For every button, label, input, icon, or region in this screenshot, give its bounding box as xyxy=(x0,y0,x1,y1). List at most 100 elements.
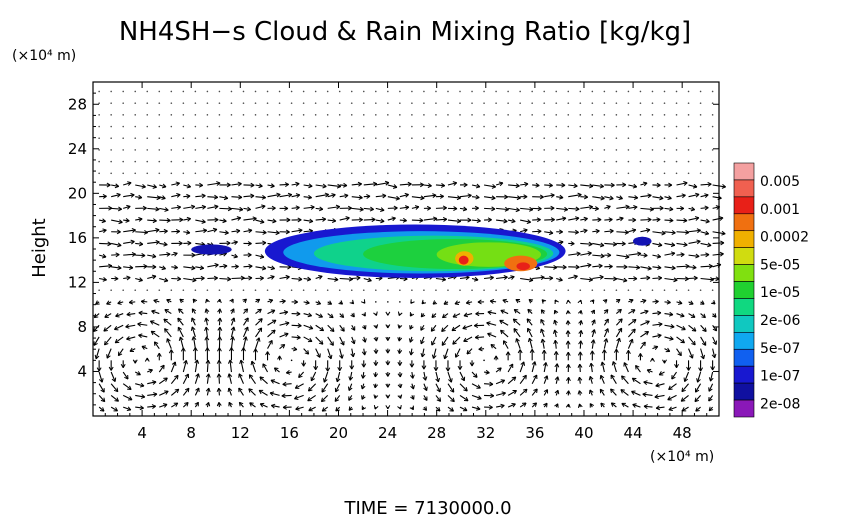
wind-vector xyxy=(361,299,365,303)
wind-vector xyxy=(231,254,237,258)
wind-vector xyxy=(229,348,233,361)
wind-vector xyxy=(567,149,569,151)
wind-vector xyxy=(386,405,390,409)
wind-vector xyxy=(556,265,566,269)
wind-vector xyxy=(696,384,701,392)
wind-vector xyxy=(256,338,260,349)
wind-vector xyxy=(316,184,327,188)
wind-vector xyxy=(543,161,545,163)
wind-vector xyxy=(158,289,160,291)
wind-vector xyxy=(159,266,165,270)
wind-vector xyxy=(147,369,152,373)
wind-vector xyxy=(243,207,250,211)
wind-vector xyxy=(580,229,587,233)
wind-vector xyxy=(219,277,230,281)
wind-vector xyxy=(459,172,461,174)
wind-vector xyxy=(701,206,709,210)
wind-vector xyxy=(447,114,449,116)
wind-vector xyxy=(351,172,353,174)
wind-vector xyxy=(472,184,480,188)
wind-vector xyxy=(458,360,462,369)
wind-vector xyxy=(99,384,104,392)
wind-vector xyxy=(410,360,414,367)
wind-vector xyxy=(231,91,233,93)
wind-vector xyxy=(628,126,630,128)
wind-vector xyxy=(159,218,170,222)
wind-vector xyxy=(652,196,663,200)
wind-vector xyxy=(640,194,651,198)
wind-vector xyxy=(507,102,509,104)
wind-vector xyxy=(640,310,648,314)
wind-vector xyxy=(195,266,203,270)
wind-vector xyxy=(134,91,136,93)
wind-vector xyxy=(243,126,245,128)
wind-vector xyxy=(130,348,135,352)
wind-vector xyxy=(616,114,618,116)
wind-vector xyxy=(447,161,449,163)
wind-vector xyxy=(652,183,660,187)
wind-vector xyxy=(159,404,167,408)
wind-vector xyxy=(195,194,205,198)
wind-vector xyxy=(436,217,447,221)
wind-vector xyxy=(316,349,321,358)
wind-vector xyxy=(243,253,251,257)
wind-vector xyxy=(579,320,583,325)
colorbar-swatch xyxy=(734,180,754,197)
wind-vector xyxy=(146,126,148,128)
wind-vector xyxy=(256,195,266,199)
wind-vector xyxy=(134,161,136,163)
wind-vector xyxy=(171,91,173,93)
y-tick-label: 12 xyxy=(68,273,87,291)
wind-vector xyxy=(327,102,329,104)
wind-vector xyxy=(555,137,557,139)
wind-vector xyxy=(677,277,689,281)
wind-vector xyxy=(616,319,622,325)
wind-vector xyxy=(600,389,604,395)
wind-vector xyxy=(99,395,105,401)
wind-vector xyxy=(99,206,112,210)
colorbar-label: 0.001 xyxy=(760,202,800,218)
wind-vector xyxy=(274,368,279,372)
wind-vector xyxy=(664,102,666,104)
wind-vector xyxy=(183,266,195,270)
wind-vector xyxy=(195,114,197,116)
wind-vector xyxy=(532,276,544,280)
wind-vector xyxy=(255,91,257,93)
wind-vector xyxy=(339,137,341,139)
wind-vector xyxy=(616,149,618,151)
wind-vector xyxy=(677,264,690,268)
wind-vector xyxy=(398,349,402,354)
wind-vector xyxy=(591,310,594,314)
wind-vector xyxy=(566,321,570,326)
wind-vector xyxy=(268,310,275,314)
wind-vector xyxy=(592,254,604,258)
wind-vector xyxy=(388,196,400,200)
wind-vector xyxy=(279,102,281,104)
wind-vector xyxy=(616,328,621,337)
wind-vector xyxy=(528,338,532,348)
wind-vector xyxy=(122,172,124,174)
wind-vector xyxy=(159,278,168,282)
wind-vector xyxy=(628,206,637,210)
wind-vector xyxy=(364,194,370,198)
wind-vector xyxy=(361,384,365,389)
wind-vector xyxy=(688,149,690,151)
wind-vector xyxy=(483,137,485,139)
wind-vector xyxy=(508,276,514,280)
wind-vector xyxy=(471,102,473,104)
wind-vector xyxy=(228,360,232,372)
wind-vector xyxy=(604,277,617,281)
wind-vector xyxy=(472,406,480,410)
wind-vector xyxy=(677,194,686,198)
wind-vector xyxy=(388,217,396,221)
wind-vector xyxy=(460,407,467,411)
wind-vector xyxy=(579,91,581,93)
wind-vector xyxy=(508,196,520,200)
wind-vector xyxy=(98,91,100,93)
wind-vector xyxy=(712,289,714,291)
wind-vector xyxy=(712,102,714,104)
wind-vector xyxy=(459,91,461,93)
wind-vector xyxy=(410,395,414,399)
wind-vector xyxy=(363,289,365,291)
wind-vector xyxy=(508,364,513,372)
